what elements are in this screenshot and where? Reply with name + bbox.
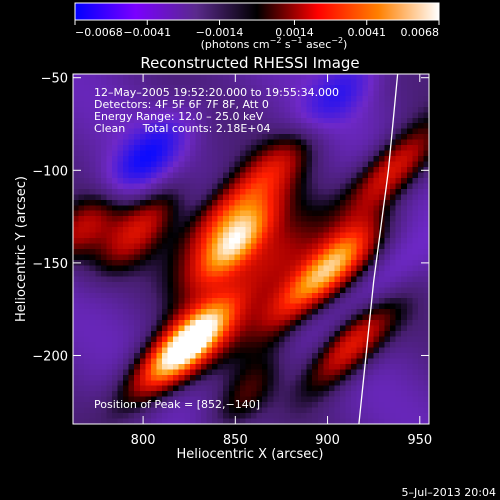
chart-title: Reconstructed RHESSI Image — [140, 54, 359, 72]
y-axis-label: Heliocentric Y (arcsec) — [14, 176, 29, 322]
colorbar-tick-label: 0.0041 — [347, 26, 386, 39]
x-axis-ticks: 800 850 900 950 — [131, 74, 432, 448]
colorbar-ticks — [74, 20, 440, 25]
solar-limb-curve — [358, 74, 399, 424]
annotation-energy: Energy Range: 12.0 – 25.0 keV — [94, 110, 264, 123]
y-tick-label: −150 — [32, 257, 68, 272]
x-tick-label: 900 — [315, 433, 340, 448]
colorbar-tick-label: 0.0014 — [275, 26, 314, 39]
x-tick-label: 950 — [407, 433, 432, 448]
annotation-time: 12–May–2005 19:52:20.000 to 19:55:34.000 — [94, 86, 339, 99]
unit-prefix: (photons cm — [201, 38, 270, 51]
timestamp: 5–Jul–2013 20:04 — [402, 486, 496, 499]
unit-exp3: −2 — [331, 36, 343, 45]
unit-exp2: −1 — [291, 36, 303, 45]
annotation-clean: Clean Total counts: 2.18E+04 — [94, 122, 271, 135]
x-tick-label: 800 — [131, 433, 156, 448]
unit-exp1: −2 — [270, 36, 282, 45]
x-tick-label: 850 — [223, 433, 248, 448]
colorbar-unit-label: (photons cm−2 s−1 asec−2) — [201, 36, 348, 51]
colorbar-tick-label: −0.0041 — [123, 26, 171, 39]
annotation-peak: Position of Peak = [852,−140] — [94, 398, 260, 411]
colorbar — [74, 2, 440, 21]
colorbar-tick-label: −0.0014 — [196, 26, 244, 39]
y-tick-label: −50 — [41, 72, 68, 87]
unit-suffix: ) — [343, 38, 347, 51]
colorbar-tick-label: −0.0068 — [75, 26, 123, 39]
plot-frame — [72, 73, 430, 425]
unit-mid: s — [281, 38, 290, 51]
heatmap-image — [73, 74, 429, 424]
annotation-detectors: Detectors: 4F 5F 6F 7F 8F, Att 0 — [94, 98, 269, 111]
y-tick-label: −100 — [32, 164, 68, 179]
colorbar-tick-label: 0.0068 — [401, 26, 440, 39]
unit-mid2: asec — [302, 38, 331, 51]
x-axis-label: Heliocentric X (arcsec) — [177, 447, 324, 462]
y-tick-label: −200 — [32, 349, 68, 364]
y-axis-ticks: −50 −100 −150 −200 — [32, 72, 429, 364]
colorbar-tick-labels: −0.0068 −0.0041 −0.0014 0.0014 0.0041 0.0068 — [75, 26, 439, 39]
